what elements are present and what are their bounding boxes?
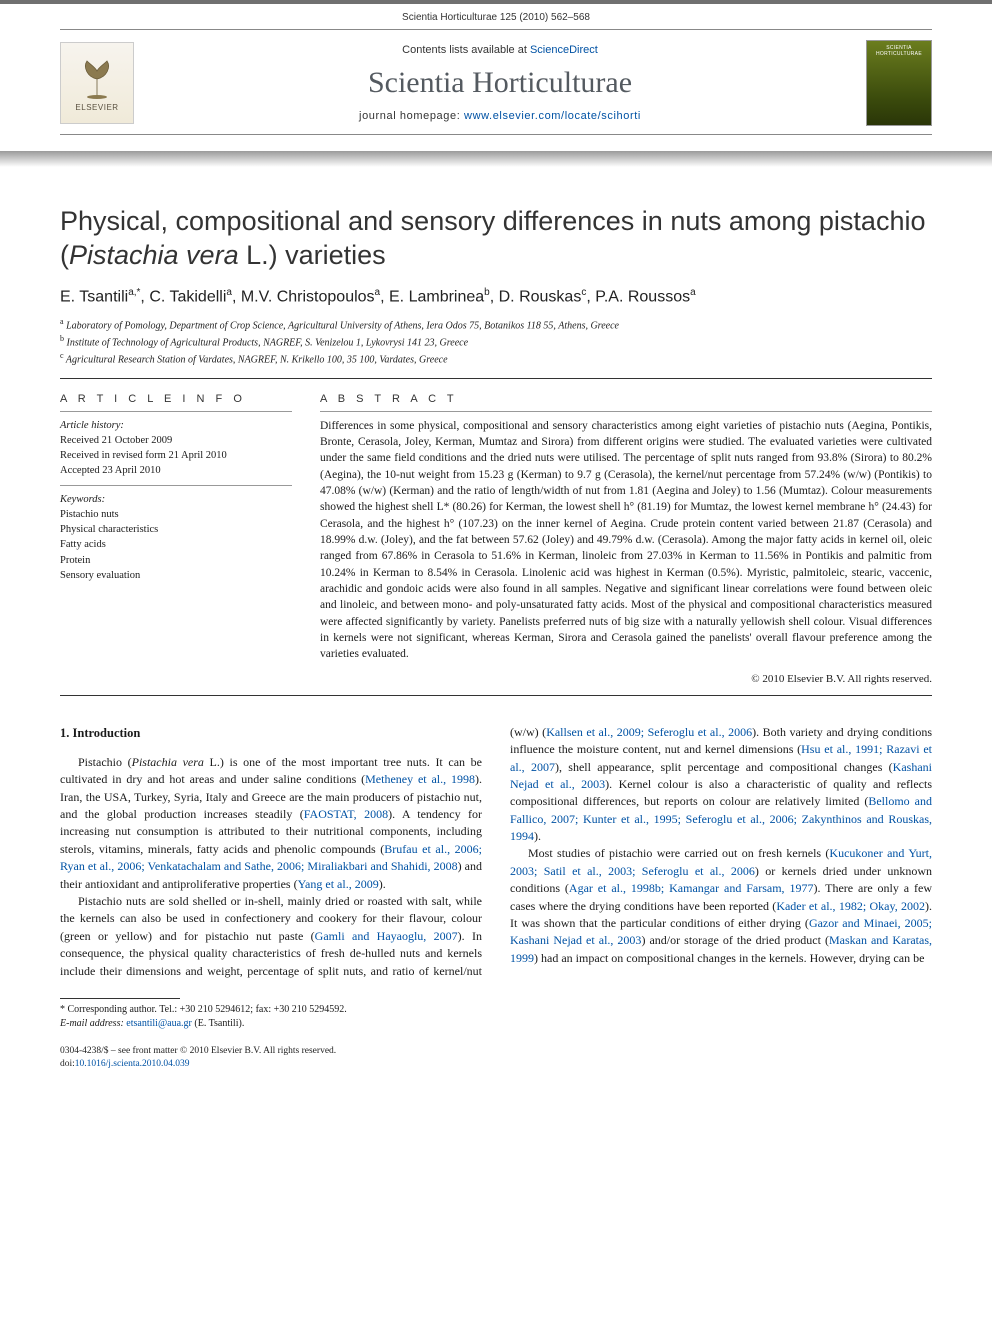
ref-link[interactable]: Metheney et al., 1998 xyxy=(365,772,475,786)
affiliation: b Institute of Technology of Agricultura… xyxy=(60,333,932,350)
journal-name: Scientia Horticulturae xyxy=(152,66,848,100)
contents-available-line: Contents lists available at ScienceDirec… xyxy=(152,44,848,56)
journal-homepage-link[interactable]: www.elsevier.com/locate/scihorti xyxy=(464,110,641,122)
corresponding-author: * Corresponding author. Tel.: +30 210 52… xyxy=(60,1003,460,1017)
sciencedirect-link[interactable]: ScienceDirect xyxy=(530,44,598,56)
affiliation: c Agricultural Research Station of Varda… xyxy=(60,350,932,367)
rule-thin-2 xyxy=(60,485,292,486)
affiliations: a Laboratory of Pomology, Department of … xyxy=(60,316,932,368)
email-label: E-mail address: xyxy=(60,1018,124,1029)
keyword: Sensory evaluation xyxy=(60,568,292,583)
history-revised: Received in revised form 21 April 2010 xyxy=(60,448,292,463)
history-label: Article history: xyxy=(60,418,292,433)
abstract-text: Differences in some physical, compositio… xyxy=(320,418,932,663)
rule-thin-3 xyxy=(320,411,932,412)
running-head: Scientia Horticulturae 125 (2010) 562–56… xyxy=(0,4,992,29)
keywords-block: Keywords: Pistachio nuts Physical charac… xyxy=(60,492,292,583)
intro-para-3: Most studies of pistachio were carried o… xyxy=(510,845,932,967)
ref-link[interactable]: Agar et al., 1998b; Kamangar and Farsam,… xyxy=(569,881,814,895)
keyword: Fatty acids xyxy=(60,537,292,552)
abstract-copyright: © 2010 Elsevier B.V. All rights reserved… xyxy=(320,673,932,685)
keyword: Physical characteristics xyxy=(60,522,292,537)
ref-link[interactable]: Kallsen et al., 2009; Seferoglu et al., … xyxy=(546,725,752,739)
contents-prefix: Contents lists available at xyxy=(402,44,530,56)
rule-below-abstract xyxy=(60,695,932,696)
abstract-head: A B S T R A C T xyxy=(320,393,932,405)
footnote-rule xyxy=(60,998,180,999)
email-suffix: (E. Tsantili). xyxy=(194,1018,244,1029)
journal-homepage-line: journal homepage: www.elsevier.com/locat… xyxy=(152,110,848,122)
section-title: Introduction xyxy=(73,726,141,740)
issn-line: 0304-4238/$ – see front matter © 2010 El… xyxy=(60,1045,932,1058)
journal-cover-thumb: SCIENTIA HORTICULTURAE xyxy=(866,40,932,126)
history-received: Received 21 October 2009 xyxy=(60,433,292,448)
gradient-divider xyxy=(0,151,992,167)
doi-line: doi:10.1016/j.scienta.2010.04.039 xyxy=(60,1058,932,1071)
keyword: Protein xyxy=(60,553,292,568)
bottom-matter: 0304-4238/$ – see front matter © 2010 El… xyxy=(60,1045,932,1072)
history-accepted: Accepted 23 April 2010 xyxy=(60,463,292,478)
article-history: Article history: Received 21 October 200… xyxy=(60,418,292,479)
ref-link[interactable]: Gamli and Hayaoglu, 2007 xyxy=(315,929,458,943)
doi-label: doi: xyxy=(60,1059,75,1069)
article-title: Physical, compositional and sensory diff… xyxy=(60,205,932,273)
title-italic: Pistachia vera xyxy=(69,240,239,270)
section-number: 1. xyxy=(60,726,69,740)
author-list: E. Tsantilia,*, C. Takidellia, M.V. Chri… xyxy=(60,287,932,306)
elsevier-wordmark: ELSEVIER xyxy=(75,103,118,112)
homepage-prefix: journal homepage: xyxy=(359,110,464,122)
cover-title: SCIENTIA HORTICULTURAE xyxy=(871,45,927,57)
ref-link[interactable]: Kader et al., 1982; Okay, 2002 xyxy=(776,899,925,913)
keyword: Pistachio nuts xyxy=(60,507,292,522)
title-post: L.) varieties xyxy=(239,240,386,270)
ref-link[interactable]: Yang et al., 2009 xyxy=(298,877,379,891)
email-line: E-mail address: etsantili@aua.gr (E. Tsa… xyxy=(60,1017,460,1031)
doi-link[interactable]: 10.1016/j.scienta.2010.04.039 xyxy=(75,1059,190,1069)
article-info-head: A R T I C L E I N F O xyxy=(60,393,292,405)
elsevier-tree-icon xyxy=(75,55,119,99)
masthead: ELSEVIER Contents lists available at Sci… xyxy=(60,29,932,135)
elsevier-logo: ELSEVIER xyxy=(60,42,134,124)
keywords-label: Keywords: xyxy=(60,492,292,507)
email-link[interactable]: etsantili@aua.gr xyxy=(126,1018,192,1029)
affiliation: a Laboratory of Pomology, Department of … xyxy=(60,316,932,333)
intro-para-1: Pistachio (Pistachia vera L.) is one of … xyxy=(60,754,482,893)
rule-thin-1 xyxy=(60,411,292,412)
rule-above-info xyxy=(60,378,932,379)
ref-link[interactable]: FAOSTAT, 2008 xyxy=(304,807,388,821)
footnotes: * Corresponding author. Tel.: +30 210 52… xyxy=(60,998,460,1031)
body-columns: 1. Introduction Pistachio (Pistachia ver… xyxy=(60,724,932,980)
section-1-heading: 1. Introduction xyxy=(60,724,482,742)
